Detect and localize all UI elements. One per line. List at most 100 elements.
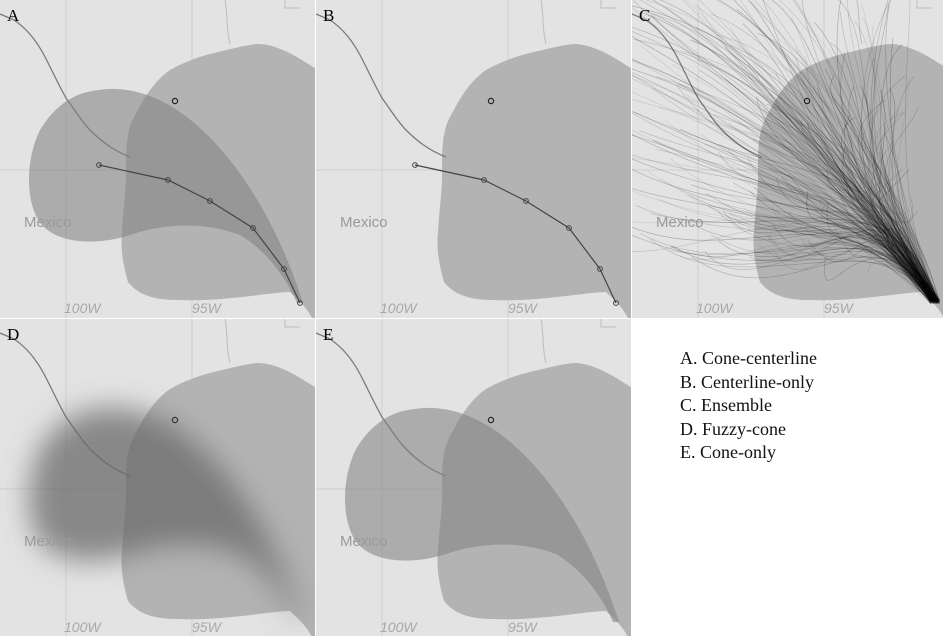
state-border: [600, 0, 616, 9]
ensemble-track: [708, 206, 937, 304]
track-point: [566, 225, 572, 231]
ensemble-track: [639, 130, 933, 303]
ensemble-track: [727, 149, 931, 305]
ensemble-track: [632, 68, 931, 302]
ensemble-track: [632, 78, 937, 302]
track-centerline: [414, 164, 617, 304]
ensemble-track: [766, 103, 939, 303]
city-marker: [487, 416, 495, 424]
ensemble-track: [676, 84, 934, 302]
border-river: [316, 13, 447, 158]
ensemble-track: [659, 177, 940, 301]
ensemble-track: [682, 0, 934, 305]
ensemble-track: [752, 137, 933, 301]
ensemble-track: [762, 108, 940, 303]
ensemble-track: [632, 36, 937, 302]
ensemble-track: [640, 12, 934, 301]
ensemble-track: [632, 91, 931, 304]
ensemble-track: [860, 2, 936, 301]
ensemble-track: [739, 179, 938, 302]
ensemble-track: [632, 75, 938, 301]
ensemble-track: [718, 240, 940, 301]
ensemble-track: [778, 0, 939, 304]
ensemble-track: [671, 63, 936, 303]
ensemble-track: [836, 0, 935, 304]
track-point: [412, 162, 418, 168]
ensemble-track: [685, 94, 939, 303]
city-marker: [487, 97, 495, 105]
ensemble-track: [632, 112, 941, 303]
ensemble-track: [632, 74, 932, 301]
ensemble-track: [632, 157, 933, 303]
ensemble-track: [633, 38, 940, 304]
panel-e: E Mexico 100W 95W: [316, 319, 631, 636]
ensemble-track: [746, 161, 934, 302]
ensemble-track: [632, 110, 931, 302]
city-marker: [803, 97, 811, 105]
panel-letter: E: [323, 325, 334, 344]
state-border: [224, 319, 231, 364]
ensemble-track: [824, 68, 939, 304]
ensemble-track: [814, 22, 934, 304]
ensemble-track: [632, 168, 935, 301]
ensemble-track: [730, 26, 936, 303]
ensemble-track: [636, 205, 932, 304]
ensemble-track: [679, 235, 931, 304]
longitude-label: 100W: [64, 300, 101, 316]
legend-item: B. Centerline-only: [680, 371, 814, 392]
ensemble-track: [678, 83, 940, 301]
ensemble-track: [897, 210, 939, 302]
state-border: [916, 0, 932, 9]
ensemble-track: [739, 0, 932, 303]
ensemble-track: [632, 59, 940, 302]
ensemble-track: [659, 0, 933, 301]
ensemble-track: [632, 72, 935, 304]
ensemble-track: [753, 0, 932, 303]
ensemble-track: [632, 222, 934, 302]
country-label: Mexico: [24, 533, 72, 550]
ensemble-track: [830, 74, 941, 303]
ensemble-track: [749, 234, 941, 304]
ensemble-track: [871, 4, 937, 303]
ensemble-tracks: [632, 0, 941, 305]
ensemble-track: [691, 184, 935, 304]
ensemble-track: [747, 222, 933, 303]
ensemble-track: [781, 177, 937, 304]
ensemble-track: [801, 240, 940, 303]
ensemble-track: [817, 87, 933, 303]
ensemble-track: [884, 150, 933, 302]
state-border: [284, 319, 300, 328]
ensemble-track: [894, 198, 937, 303]
ensemble-track: [650, 213, 934, 302]
ensemble-track: [871, 168, 932, 303]
ensemble-track: [704, 143, 939, 303]
ensemble-track: [826, 168, 935, 302]
ensemble-track: [771, 0, 933, 301]
ensemble-track: [632, 130, 937, 304]
track-centerline: [98, 164, 301, 304]
ensemble-track: [860, 181, 937, 303]
ensemble-track: [649, 238, 937, 303]
ensemble-track: [868, 213, 932, 303]
ensemble-track: [788, 245, 932, 303]
ensemble-track: [863, 18, 936, 302]
state-border: [540, 0, 547, 45]
map-d: [0, 319, 315, 636]
ensemble-track: [632, 99, 933, 301]
ensemble-track: [891, 220, 938, 301]
ensemble-track: [785, 115, 932, 301]
track-point: [207, 198, 213, 204]
ensemble-track: [824, 256, 938, 302]
ensemble-track: [729, 44, 934, 303]
longitude-label: 100W: [64, 619, 101, 635]
ensemble-track: [858, 152, 935, 301]
ensemble-track: [826, 202, 940, 302]
ensemble-track: [866, 242, 940, 304]
map-b: [316, 0, 631, 318]
ensemble-track: [768, 229, 939, 302]
ensemble-track: [733, 54, 931, 302]
ensemble-track: [632, 158, 934, 301]
ensemble-track: [796, 58, 936, 303]
ensemble-track: [871, 75, 940, 303]
track-point: [481, 177, 487, 183]
